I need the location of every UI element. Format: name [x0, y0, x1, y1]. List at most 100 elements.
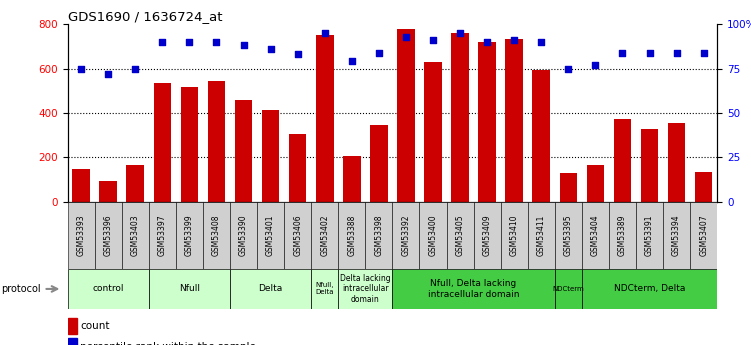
Text: Nfull,
Delta: Nfull, Delta: [315, 283, 334, 295]
Point: [562, 66, 575, 71]
Bar: [284, 202, 311, 269]
Text: GSM53395: GSM53395: [564, 215, 573, 256]
Point: [102, 71, 114, 77]
Point: [400, 34, 412, 39]
Bar: [203, 202, 230, 269]
Bar: [663, 202, 690, 269]
Point: [372, 50, 385, 55]
Bar: [392, 202, 420, 269]
Bar: [230, 269, 311, 309]
Bar: [582, 269, 717, 309]
Bar: [478, 42, 496, 202]
Point: [291, 52, 303, 57]
Text: GSM53394: GSM53394: [672, 215, 681, 256]
Text: Nfull, Delta lacking
intracellular domain: Nfull, Delta lacking intracellular domai…: [428, 279, 520, 299]
Point: [129, 66, 141, 71]
Point: [535, 39, 547, 45]
Text: GSM53406: GSM53406: [293, 215, 302, 256]
Text: GSM53397: GSM53397: [158, 215, 167, 256]
Bar: [153, 83, 171, 202]
Point: [345, 59, 357, 64]
Text: GSM53398: GSM53398: [374, 215, 383, 256]
Bar: [208, 81, 225, 202]
Bar: [68, 338, 77, 345]
Bar: [668, 123, 686, 202]
Bar: [614, 119, 632, 202]
Bar: [641, 129, 659, 202]
Point: [698, 50, 710, 55]
Bar: [262, 110, 279, 202]
Point: [481, 39, 493, 45]
Point: [644, 50, 656, 55]
Text: protocol: protocol: [2, 284, 41, 294]
Bar: [451, 33, 469, 202]
Bar: [72, 168, 90, 202]
Text: GSM53388: GSM53388: [347, 215, 356, 256]
Bar: [420, 202, 447, 269]
Bar: [555, 202, 582, 269]
Text: GSM53391: GSM53391: [645, 215, 654, 256]
Bar: [257, 202, 284, 269]
Text: GSM53407: GSM53407: [699, 215, 708, 256]
Bar: [338, 269, 392, 309]
Bar: [609, 202, 636, 269]
Bar: [126, 165, 144, 202]
Point: [590, 62, 602, 68]
Bar: [235, 100, 252, 202]
Text: count: count: [80, 321, 110, 331]
Text: GSM53390: GSM53390: [239, 215, 248, 256]
Text: GSM53400: GSM53400: [429, 215, 438, 256]
Text: GSM53401: GSM53401: [266, 215, 275, 256]
Text: percentile rank within the sample: percentile rank within the sample: [80, 342, 256, 345]
Bar: [365, 202, 392, 269]
Text: control: control: [92, 284, 124, 294]
Bar: [370, 125, 388, 202]
Bar: [176, 202, 203, 269]
Point: [210, 39, 222, 45]
Point: [75, 66, 87, 71]
Text: GSM53392: GSM53392: [402, 215, 411, 256]
Text: Delta lacking
intracellular
domain: Delta lacking intracellular domain: [340, 274, 391, 304]
Point: [318, 30, 330, 36]
Bar: [636, 202, 663, 269]
Text: GSM53409: GSM53409: [483, 215, 492, 256]
Bar: [311, 202, 338, 269]
Text: GSM53411: GSM53411: [537, 215, 546, 256]
Text: GSM53396: GSM53396: [104, 215, 113, 256]
Bar: [397, 29, 415, 202]
Text: GSM53389: GSM53389: [618, 215, 627, 256]
Point: [508, 37, 520, 43]
Text: GSM53399: GSM53399: [185, 215, 194, 256]
Point: [427, 37, 439, 43]
Bar: [180, 87, 198, 202]
Point: [671, 50, 683, 55]
Text: NDCterm: NDCterm: [553, 286, 584, 292]
Text: GSM53410: GSM53410: [510, 215, 519, 256]
Point: [264, 46, 276, 52]
Bar: [587, 165, 605, 202]
Bar: [311, 269, 338, 309]
Bar: [559, 173, 577, 202]
Bar: [555, 269, 582, 309]
Text: GSM53405: GSM53405: [456, 215, 465, 256]
Bar: [68, 318, 77, 334]
Text: NDCterm, Delta: NDCterm, Delta: [614, 284, 685, 294]
Point: [454, 30, 466, 36]
Bar: [99, 181, 117, 202]
Bar: [424, 62, 442, 202]
Point: [183, 39, 195, 45]
Point: [237, 43, 249, 48]
Bar: [95, 202, 122, 269]
Bar: [447, 202, 474, 269]
Point: [617, 50, 629, 55]
Bar: [122, 202, 149, 269]
Text: GDS1690 / 1636724_at: GDS1690 / 1636724_at: [68, 10, 222, 23]
Bar: [149, 269, 230, 309]
Bar: [505, 39, 523, 202]
Bar: [528, 202, 555, 269]
Bar: [230, 202, 257, 269]
Text: GSM53402: GSM53402: [320, 215, 329, 256]
Bar: [68, 269, 149, 309]
Bar: [474, 202, 501, 269]
Text: GSM53404: GSM53404: [591, 215, 600, 256]
